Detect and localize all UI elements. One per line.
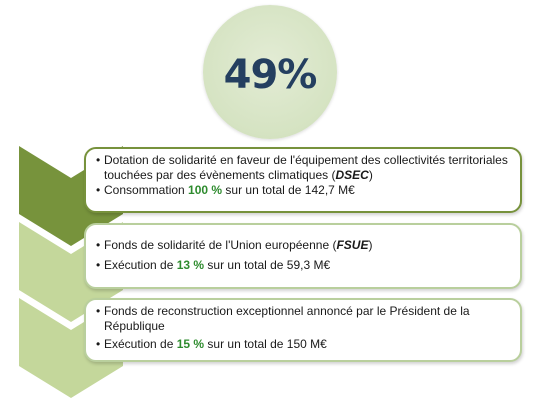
bullet-icon: • <box>96 304 101 318</box>
item-title: • Fonds de solidarité de l'Union européen… <box>96 238 373 252</box>
item-stat: • Consommation 100 % sur un total de 142,… <box>96 183 355 197</box>
bullet-icon: • <box>96 238 101 252</box>
bullet-icon: • <box>96 258 101 272</box>
item-box-reconstruction: • Fonds de reconstruction exceptionnel an… <box>84 298 522 362</box>
item-stat: • Exécution de 13 % sur un total de 59,3 … <box>96 258 331 272</box>
item-title: • Dotation de solidarité en faveur de l'é… <box>96 153 508 182</box>
item-box-dsec: • Dotation de solidarité en faveur de l'é… <box>84 147 522 213</box>
item-stat: • Exécution de 15 % sur un total de 150 M… <box>96 337 327 351</box>
summary-circle: 49% <box>203 5 337 139</box>
item-title: • Fonds de reconstruction exceptionnel an… <box>96 304 470 333</box>
bullet-icon: • <box>96 153 101 167</box>
summary-percent: 49% <box>223 52 318 98</box>
bullet-icon: • <box>96 183 101 197</box>
bullet-icon: • <box>96 337 101 351</box>
item-box-fsue: • Fonds de solidarité de l'Union européen… <box>84 223 522 289</box>
